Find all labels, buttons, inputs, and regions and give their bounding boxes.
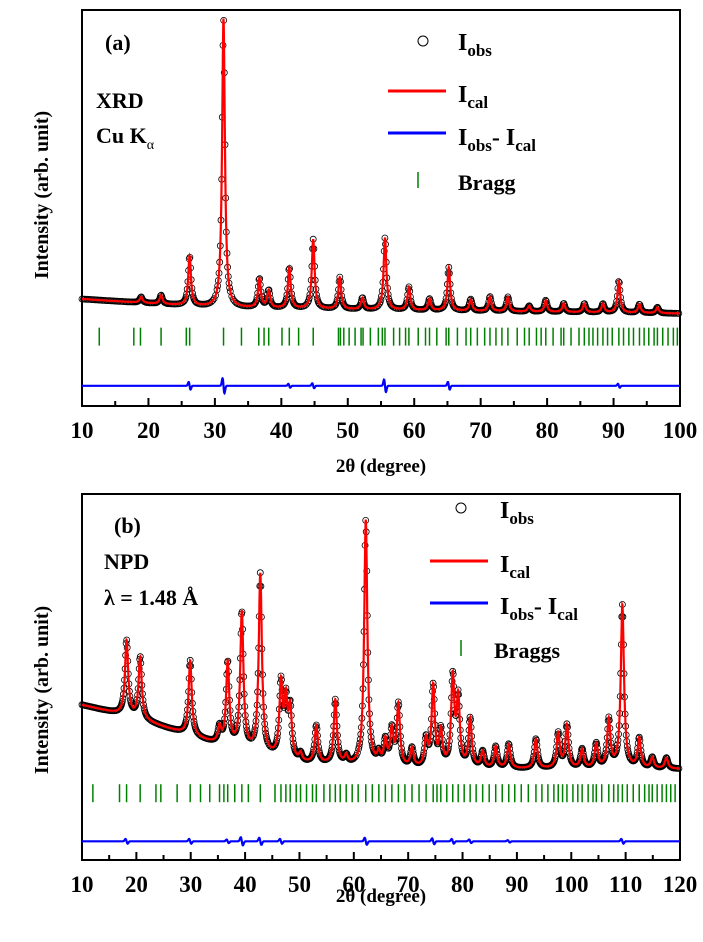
x-tick-label: 30	[203, 418, 226, 443]
legend-b: Iobs Ical Iobs- Ical Braggs	[430, 498, 578, 663]
legend-obs-label-a: Iobs	[458, 30, 492, 60]
x-tick-label: 20	[137, 418, 160, 443]
panel-label-b: (b)	[114, 513, 141, 538]
y-axis-label-b: Intensity (arb. unit)	[31, 606, 53, 774]
x-tick-label: 80	[536, 418, 559, 443]
x-tick-label: 10	[71, 872, 94, 897]
x-tick-label: 70	[397, 872, 420, 897]
annotation-radiation-main: Cu K	[96, 123, 147, 148]
x-tick-label: 80	[451, 872, 474, 897]
x-tick-label: 10	[71, 418, 94, 443]
obs-point	[250, 300, 258, 308]
chart-data-b	[78, 517, 683, 847]
x-tick-label: 50	[336, 418, 359, 443]
obs-point	[500, 305, 508, 313]
obs-point	[209, 297, 217, 305]
bragg-ticks	[98, 327, 679, 346]
x-tick-label: 120	[663, 872, 698, 897]
x-tick-label: 100	[554, 872, 589, 897]
y-axis-label-a: Intensity (arb. unit)	[31, 111, 53, 279]
obs-point	[331, 302, 338, 310]
plot-frame-b	[81, 493, 681, 861]
legend-cal-label-b: Ical	[500, 552, 530, 582]
x-tick-label: 90	[505, 872, 528, 897]
x-tick-label: 60	[403, 418, 426, 443]
obs-point	[440, 302, 448, 310]
legend-obs-label-b: Iobs	[500, 498, 534, 528]
legend-diff-label-a: Iobs- Ical	[458, 125, 536, 155]
x-tick-label: 50	[288, 872, 311, 897]
diff-line	[82, 376, 680, 396]
x-tick-label: 40	[234, 872, 257, 897]
annotation-technique-b: NPD	[104, 549, 149, 574]
x-tick-label: 20	[125, 872, 148, 897]
legend-diff-label-b: Iobs- Ical	[500, 594, 578, 624]
panel-b: 10 20 30 40 50 60 70 80 90 100 110 120 (b) NPD λ = …	[31, 493, 698, 907]
x-tick-label: 110	[609, 872, 642, 897]
legend-obs-marker-b	[455, 502, 467, 514]
obs-point	[181, 296, 189, 304]
obs-points	[78, 517, 683, 772]
legend-bragg-label-b: Braggs	[494, 638, 560, 663]
annotation-technique-a: XRD	[96, 88, 144, 113]
plot-frame-a	[81, 9, 681, 407]
panel-a: 10 20 30 40 50 60 70 80 90 100 (a) XRD Cu Kα Iobs…	[31, 9, 698, 477]
annotation-radiation-a: Cu Kα	[96, 123, 155, 153]
obs-point	[115, 705, 123, 713]
x-tick-label: 70	[469, 418, 492, 443]
obs-point	[388, 301, 395, 309]
obs-point	[374, 302, 382, 310]
panel-label-a: (a)	[105, 30, 131, 55]
x-tick-label: 40	[270, 418, 293, 443]
diff-line	[82, 836, 680, 847]
x-axis-label-b: 2θ (degree)	[336, 886, 426, 907]
x-tick-label: 30	[179, 872, 202, 897]
legend-a: Iobs Ical Iobs- Ical Bragg	[388, 30, 536, 195]
calc-line	[82, 18, 680, 315]
x-axis-label-a: 2θ (degree)	[336, 456, 426, 477]
x-tick-label: 100	[663, 418, 698, 443]
x-axis-a: 10 20 30 40 50 60 70 80 90 100	[71, 398, 698, 443]
obs-point	[302, 300, 310, 308]
legend-cal-label-a: Ical	[458, 82, 488, 112]
x-tick-label: 90	[602, 418, 625, 443]
obs-point	[461, 751, 469, 759]
legend-obs-marker-a	[417, 35, 429, 47]
obs-point	[482, 305, 490, 313]
obs-point	[410, 304, 418, 311]
annotation-wavelength-b: λ = 1.48 Å	[104, 585, 198, 610]
legend-bragg-label-a: Bragg	[458, 170, 515, 195]
chart-data-a	[78, 16, 683, 396]
x-axis-b: 10 20 30 40 50 60 70 80 90 100 110 120	[71, 852, 698, 897]
obs-points	[78, 16, 683, 317]
calc-line	[81, 519, 680, 770]
obs-point	[210, 295, 218, 303]
obs-point	[611, 304, 618, 312]
obs-point	[280, 301, 288, 309]
x-tick-label: 60	[342, 872, 365, 897]
annotation-radiation-sub: α	[147, 138, 155, 153]
bragg-ticks	[92, 784, 676, 803]
